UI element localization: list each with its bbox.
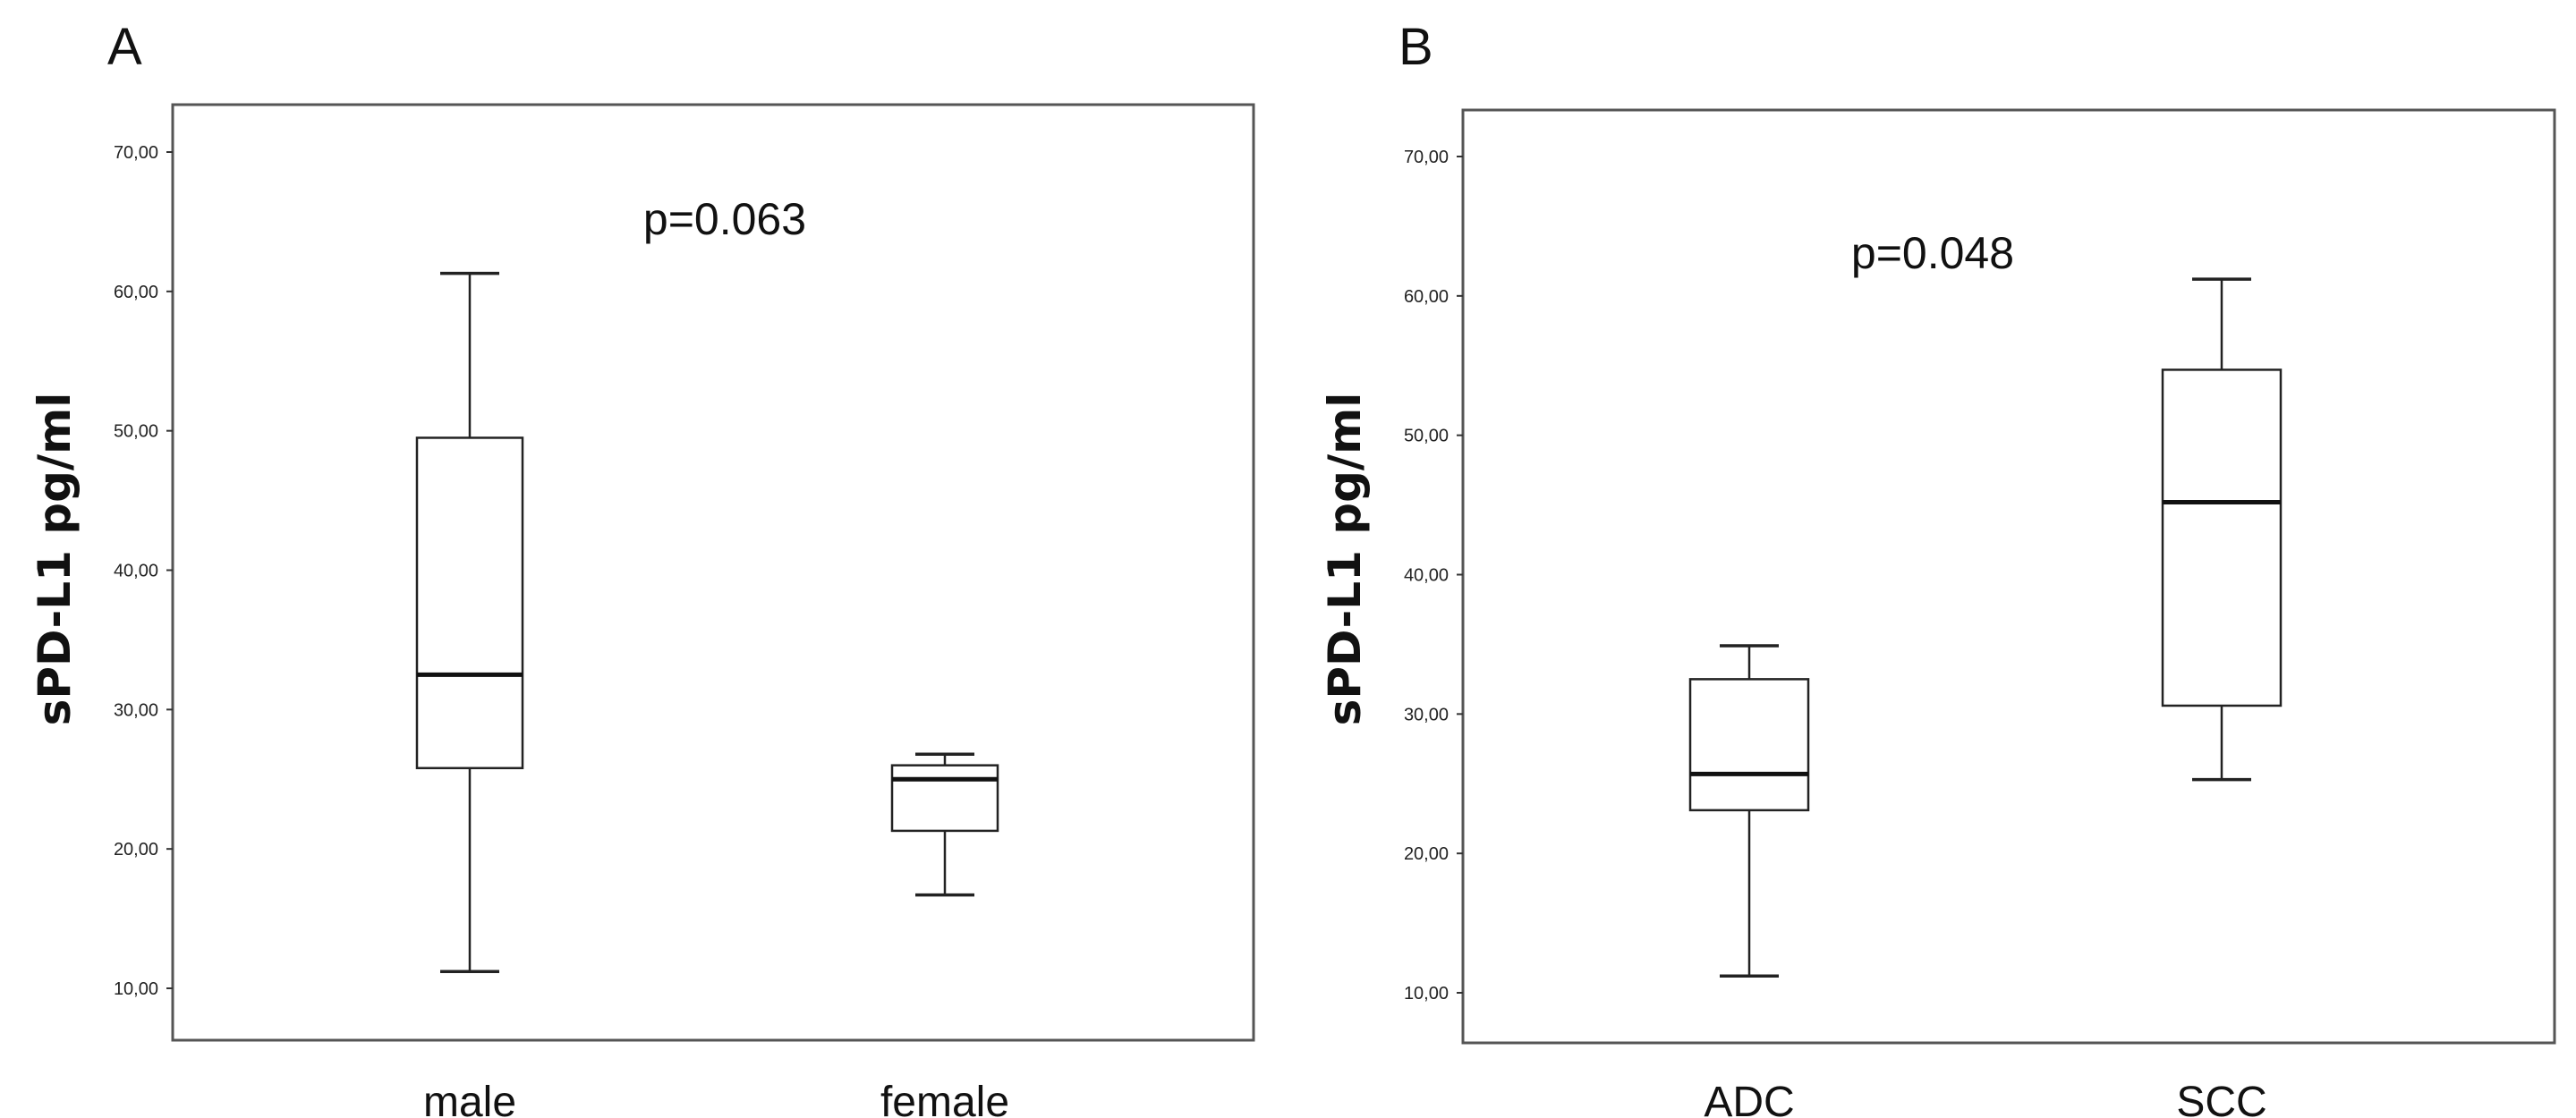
iqr-box: [1688, 678, 1810, 812]
panel-b-category-scc: SCC: [2176, 1079, 2266, 1118]
iqr-box: [2161, 368, 2283, 707]
panel-a-plot-frame: [171, 103, 1255, 1042]
panel-a-p-value: p=0.063: [643, 194, 806, 244]
y-tick-label: 10,00: [114, 979, 158, 999]
box-male: [415, 271, 524, 974]
panel-b-p-value: p=0.048: [1851, 228, 2014, 278]
y-tick-label: 50,00: [1404, 427, 1449, 446]
y-tick-label: 20,00: [114, 840, 158, 860]
y-tick-label: 30,00: [114, 700, 158, 720]
panel-b-boxes: [1688, 277, 2283, 978]
panel-a: A sPD-L1 pg/ml p=0.063 10,00 20,00 30,00 40…: [29, 18, 1255, 1118]
panel-a-y-axis-label: sPD-L1 pg/ml: [29, 393, 81, 726]
y-tick-label: 70,00: [1404, 148, 1449, 167]
panel-a-letter: A: [107, 18, 142, 76]
panel-b-plot-frame: [1461, 108, 2556, 1045]
panel-a-category-female: female: [880, 1079, 1009, 1118]
y-tick-label: 40,00: [1404, 566, 1449, 586]
iqr-box: [890, 764, 999, 833]
iqr-box: [415, 436, 524, 770]
y-tick-label: 60,00: [1404, 287, 1449, 307]
panel-b: B sPD-L1 pg/ml p=0.048 10,00 20,00 30,00 40…: [1319, 18, 2556, 1118]
panel-a-boxes: [415, 271, 999, 974]
panel-b-letter: B: [1399, 18, 1433, 76]
panel-a-category-male: male: [423, 1079, 516, 1118]
y-tick-label: 30,00: [1404, 705, 1449, 724]
y-tick-label: 10,00: [1404, 984, 1449, 1004]
box-adc: [1688, 644, 1810, 978]
y-tick-label: 50,00: [114, 422, 158, 442]
y-tick-label: 60,00: [114, 283, 158, 302]
y-tick-label: 70,00: [114, 143, 158, 163]
panel-b-y-axis-label: sPD-L1 pg/ml: [1319, 393, 1371, 726]
y-tick-label: 40,00: [114, 562, 158, 581]
box-scc: [2161, 277, 2283, 782]
panel-a-y-ticks: 10,00 20,00 30,00 40,00 50,00 60,00 70,00: [114, 143, 173, 999]
panel-b-y-ticks: 10,00 20,00 30,00 40,00 50,00 60,00 70,00: [1404, 148, 1463, 1004]
y-tick-label: 20,00: [1404, 844, 1449, 864]
box-female: [890, 752, 999, 897]
panel-b-category-adc: ADC: [1704, 1079, 1794, 1118]
